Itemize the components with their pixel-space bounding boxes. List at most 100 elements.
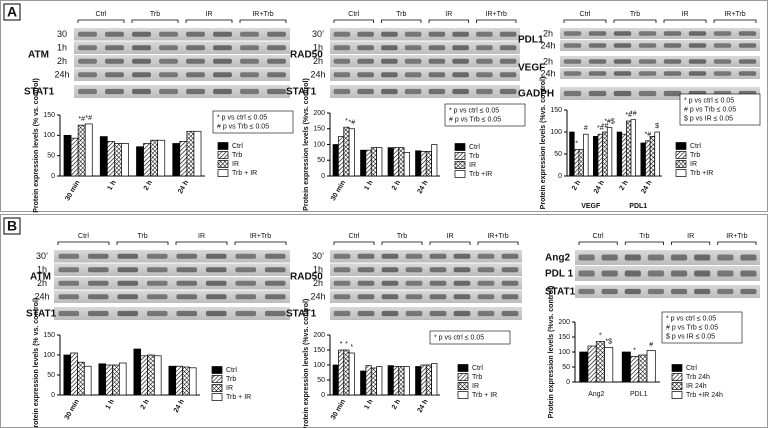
blot-strip (330, 263, 522, 276)
bar (105, 364, 113, 396)
blot-band (713, 59, 732, 64)
x-tick-label: 30 min (330, 179, 347, 202)
y-axis-title: Protein expression levels (% vs. control… (33, 298, 40, 428)
blot-band (58, 280, 80, 286)
blot-band (58, 253, 80, 259)
group-bracket (563, 19, 607, 23)
blot-band (501, 253, 519, 259)
y-tick-label: 200 (313, 332, 325, 339)
group-bracket (717, 241, 757, 245)
blot-strip (54, 250, 290, 263)
y-tick-label: 100 (43, 352, 55, 359)
legend-label: Trb +IR 24h (686, 392, 723, 399)
legend-swatch (217, 160, 229, 168)
blot-band (563, 71, 582, 76)
protein-label: PDL 1 (545, 269, 574, 280)
y-tick-label: 100 (558, 349, 570, 356)
blot-band (663, 71, 682, 76)
bar (338, 349, 345, 396)
y-tick-label: 50 (317, 157, 325, 164)
bar (638, 354, 648, 383)
bar (630, 356, 640, 383)
blot-band (213, 72, 232, 78)
group-bracket (613, 19, 657, 23)
blot-band (638, 59, 657, 64)
y-tick-label: 0 (321, 392, 325, 399)
blot-band (87, 310, 109, 317)
group-bracket (77, 19, 125, 23)
blot-band (213, 58, 232, 64)
bar (188, 367, 197, 396)
blot-band (333, 72, 351, 78)
blot-group-label: IR+Trb (726, 233, 747, 240)
blot-strip (54, 290, 290, 303)
blot-band (694, 288, 711, 295)
y-tick-label: 150 (558, 334, 570, 341)
y-tick-label: 50 (47, 372, 55, 379)
blot-band (477, 280, 495, 286)
bar (420, 151, 427, 177)
blot-band (647, 270, 665, 277)
blot-band (357, 45, 374, 51)
blot-band (477, 310, 495, 317)
note-text: * p vs ctrl ≤ 0.05 (217, 114, 267, 121)
note-text: # p vs Trb ≤ 0.05 (449, 116, 501, 123)
group-bracket (131, 19, 179, 23)
significance-label: *# (78, 116, 85, 123)
x-tick-label: 1 h (107, 179, 118, 191)
blot-band (58, 294, 80, 300)
blot-band (688, 31, 707, 36)
blot-group-label: Ctrl (580, 11, 591, 18)
bar (360, 149, 367, 177)
blot-band (405, 267, 423, 273)
blot-band (501, 280, 519, 286)
legend-label: Trb (226, 376, 236, 383)
significance-label: *# (597, 125, 604, 132)
blot-band (578, 254, 595, 261)
legend-swatch (675, 160, 687, 168)
blot-band (563, 31, 582, 36)
bar (182, 366, 190, 396)
blot-band (381, 267, 399, 273)
blot-band (624, 288, 641, 295)
blot-strip (330, 307, 522, 320)
blot-band (588, 71, 607, 76)
x-tick-label: PDL1 (630, 391, 648, 398)
blot-band (404, 72, 422, 78)
significance-label: * (345, 118, 348, 125)
blot-band (381, 72, 398, 78)
blot-band (477, 267, 495, 273)
group-bracket (671, 241, 711, 245)
blot-band (132, 88, 151, 95)
blot-band (476, 88, 493, 95)
time-label: 1h (57, 43, 67, 53)
y-axis-title: Protein expression levels (%vs. control) (303, 78, 310, 211)
legend-label: IR (469, 162, 476, 169)
blot-strip (74, 41, 290, 54)
legend-label: Trb +IR (469, 171, 492, 178)
time-label: 30 (57, 29, 67, 39)
group-bracket (175, 241, 228, 245)
bar (63, 354, 72, 396)
y-tick-label: 100 (43, 132, 55, 139)
blot-strip (74, 85, 290, 98)
blot-band (105, 31, 124, 37)
time-label: 24h (54, 70, 69, 80)
blot-band (452, 88, 469, 95)
blot-band (235, 267, 257, 273)
blot-strip (330, 68, 520, 81)
blot-group-label: IR (682, 11, 689, 18)
time-label: 2h (543, 56, 553, 66)
blot-band (688, 43, 707, 48)
bar (153, 355, 162, 396)
bar (348, 128, 355, 177)
x-tick-label: 24 h (417, 398, 430, 414)
blot-band (663, 59, 682, 64)
blot-band (213, 88, 232, 95)
bar (365, 365, 372, 396)
legend-label: Trb +IR (690, 170, 713, 177)
legend-label: Ctrl (690, 143, 701, 150)
blot-band (235, 253, 257, 259)
bar (654, 131, 660, 177)
group-bracket (624, 241, 664, 245)
